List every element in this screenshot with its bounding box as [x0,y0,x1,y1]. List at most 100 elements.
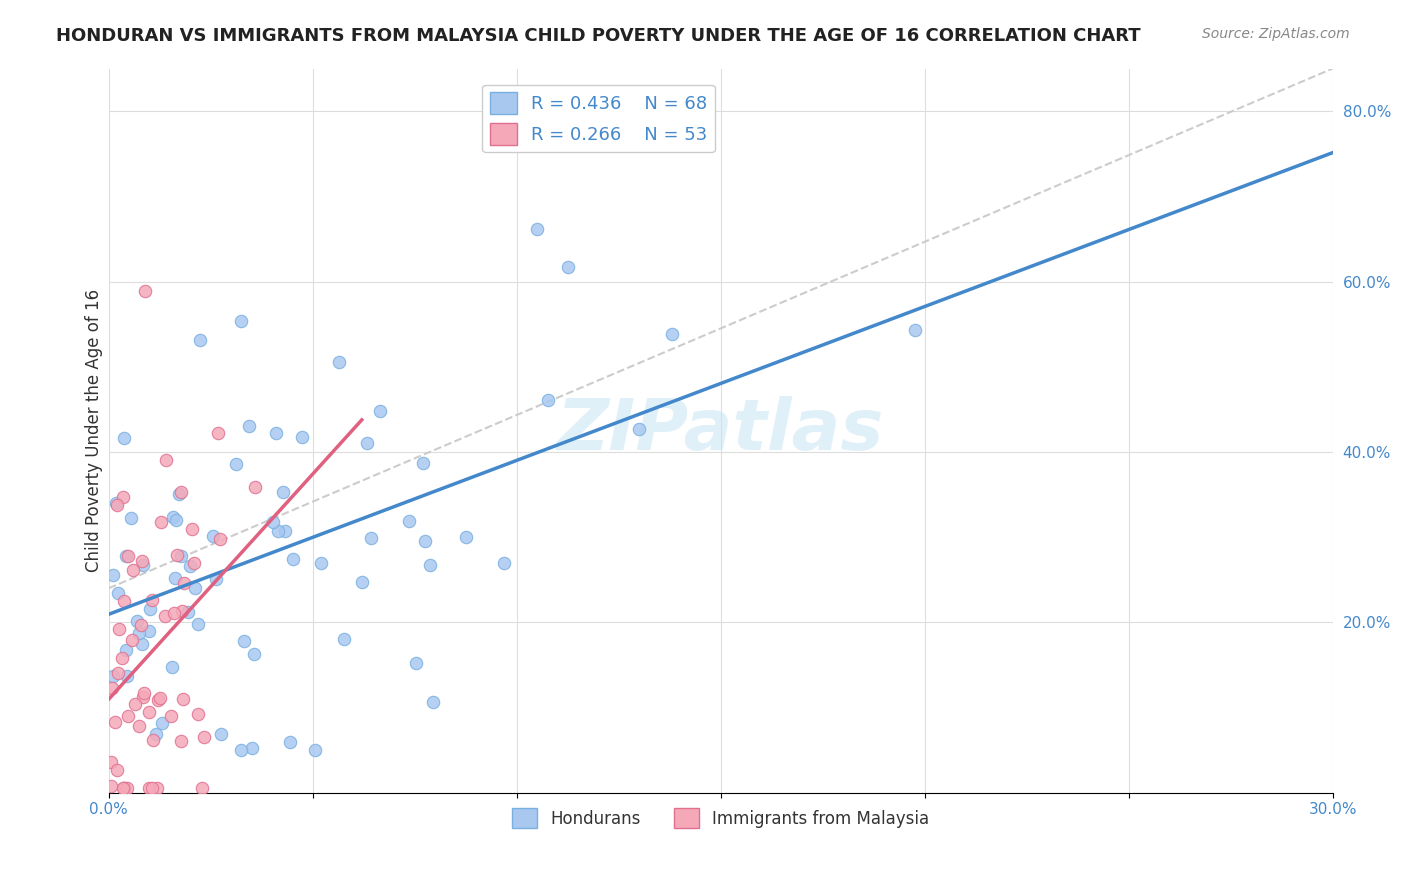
Point [166,548,188,562]
Point [131,690,153,704]
Point [142,733,165,747]
Point [207,426,229,441]
Point [114,549,136,564]
Point [101,681,124,695]
Point [169,487,191,501]
Point [661,327,683,342]
Point [412,456,434,470]
Point [107,666,129,681]
Point [187,706,209,721]
Point [170,604,193,618]
Legend: Hondurans, Immigrants from Malaysia: Hondurans, Immigrants from Malaysia [505,801,936,835]
Y-axis label: Child Poverty Under the Age of 16: Child Poverty Under the Age of 16 [86,289,103,572]
Point [112,594,135,608]
Point [121,632,143,647]
Point [150,515,173,529]
Point [112,781,135,796]
Point [101,568,124,582]
Point [271,484,294,499]
Point [266,524,288,538]
Point [112,781,135,796]
Point [160,660,183,674]
Point [526,222,548,236]
Point [291,430,314,444]
Point [134,285,156,299]
Point [141,781,163,796]
Point [131,554,153,568]
Point [190,333,212,347]
Point [150,715,173,730]
Point [309,556,332,570]
Point [129,617,152,632]
Point [138,602,160,616]
Point [104,715,127,730]
Point [165,513,187,527]
Point [360,532,382,546]
Point [141,593,163,607]
Point [187,616,209,631]
Point [146,693,169,707]
Point [100,755,122,769]
Point [131,637,153,651]
Point [160,708,183,723]
Point [191,781,214,796]
Point [163,606,186,620]
Point [172,691,194,706]
Point [117,708,139,723]
Point [494,557,516,571]
Point [124,697,146,711]
Point [163,571,186,585]
Point [274,524,297,538]
Point [245,479,267,493]
Point [177,606,200,620]
Point [537,393,560,408]
Text: ZIPatlas: ZIPatlas [557,396,884,465]
Point [170,549,193,563]
Point [283,551,305,566]
Point [100,779,122,793]
Point [105,763,128,777]
Point [352,574,374,589]
Point [904,323,927,337]
Point [398,514,420,528]
Text: Source: ZipAtlas.com: Source: ZipAtlas.com [1202,27,1350,41]
Point [179,558,201,573]
Point [162,510,184,524]
Point [155,453,177,467]
Point [304,743,326,757]
Point [112,781,135,796]
Point [115,669,138,683]
Point [173,576,195,591]
Point [233,633,256,648]
Point [149,690,172,705]
Point [405,656,427,670]
Point [209,533,232,547]
Point [170,734,193,748]
Point [557,260,579,275]
Point [132,558,155,573]
Point [138,624,160,639]
Point [107,586,129,600]
Point [419,558,441,573]
Point [111,650,134,665]
Point [193,730,215,744]
Point [153,608,176,623]
Point [205,572,228,586]
Point [243,648,266,662]
Point [229,743,252,757]
Point [138,705,160,719]
Point [229,314,252,328]
Point [332,632,354,646]
Point [108,623,131,637]
Point [122,563,145,577]
Point [225,457,247,471]
Point [112,431,135,445]
Point [368,404,391,418]
Point [170,484,193,499]
Point [422,695,444,709]
Point [132,686,155,700]
Point [242,741,264,756]
Point [180,522,202,536]
Point [125,614,148,628]
Point [413,533,436,548]
